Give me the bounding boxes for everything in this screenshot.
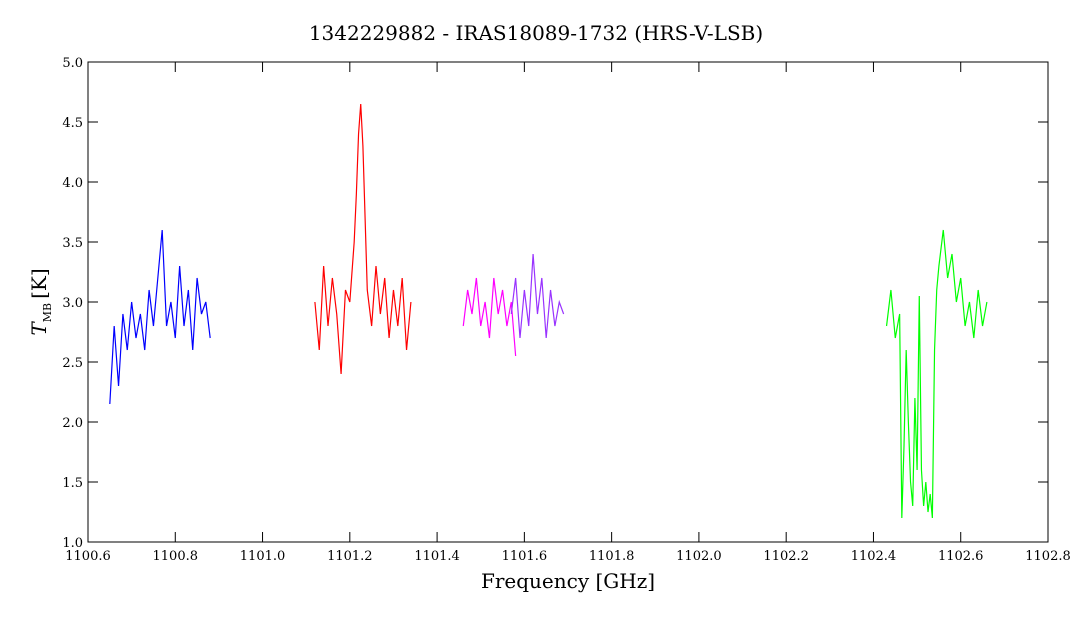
x-tick-label: 1102.2 (763, 549, 809, 564)
y-label-symbol: T (27, 321, 51, 336)
plot-frame (87, 61, 1049, 543)
x-tick-label: 1101.6 (502, 549, 548, 564)
spectrum-line (462, 277, 517, 357)
y-tick-label: 1.0 (62, 536, 83, 551)
x-tick-label: 1100.6 (65, 549, 111, 564)
chart-title: 1342229882 - IRAS18089-1732 (HRS-V-LSB) (309, 21, 763, 45)
y-tick-label: 1.5 (62, 476, 83, 491)
y-label-unit: [K] (27, 268, 51, 299)
spectrum-line (109, 229, 211, 405)
x-tick-label: 1101.0 (240, 549, 286, 564)
y-tick-label: 4.0 (62, 176, 83, 191)
y-tick-label: 3.5 (62, 236, 83, 251)
x-tick-label: 1101.4 (414, 549, 460, 564)
x-tick-label: 1102.8 (1025, 549, 1071, 564)
x-tick-label: 1101.2 (327, 549, 373, 564)
spectrum-line (885, 229, 988, 519)
y-tick-label: 3.0 (62, 296, 83, 311)
x-tick-label: 1100.8 (153, 549, 199, 564)
y-tick-label: 2.0 (62, 416, 83, 431)
x-tick-label: 1102.4 (851, 549, 897, 564)
x-tick-label: 1101.8 (589, 549, 635, 564)
y-tick-label: 5.0 (62, 56, 83, 71)
spectrum-line (510, 253, 565, 339)
x-tick-label: 1102.0 (676, 549, 722, 564)
x-tick-label: 1102.6 (938, 549, 984, 564)
x-axis-label: Frequency [GHz] (481, 569, 655, 593)
y-tick-label: 4.5 (62, 116, 83, 131)
y-axis-label: TMB [K] (27, 268, 54, 335)
spectrum-line (314, 103, 412, 375)
y-label-subscript: MB (41, 303, 54, 322)
y-tick-label: 2.5 (62, 356, 83, 371)
